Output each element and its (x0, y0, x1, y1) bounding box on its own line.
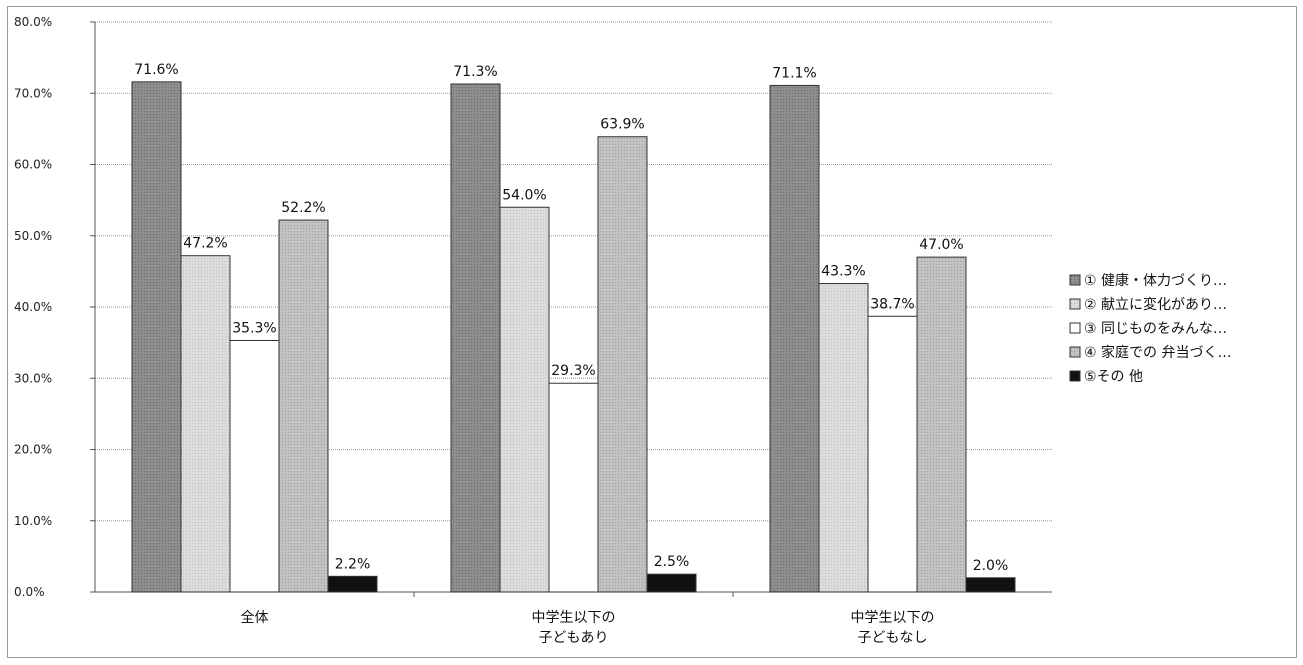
bar (548, 382, 599, 593)
data-label: 2.2% (335, 556, 371, 572)
category-label: 中学生以下の (532, 610, 616, 626)
legend-label: ① 健康・体力づくり… (1084, 272, 1227, 289)
legend-label: ⑤その 他 (1084, 369, 1143, 385)
legend-swatch (1069, 346, 1081, 358)
bar (965, 577, 1016, 593)
bar (229, 339, 280, 593)
data-label: 38.7% (870, 296, 914, 312)
y-tick-label: 20.0% (14, 443, 52, 457)
data-label: 71.1% (772, 65, 816, 81)
bar (769, 84, 820, 593)
data-label: 2.5% (654, 554, 690, 570)
y-tick-label: 30.0% (14, 371, 52, 385)
legend-swatch (1069, 274, 1081, 286)
data-label: 43.3% (821, 263, 865, 279)
data-label: 29.3% (551, 363, 595, 379)
axes: 0.0% 10.0% 20.0% 30.0% 40.0% 50.0% 60.0% 70.0% 8… (14, 15, 1052, 646)
legend-label: ④ 家庭での 弁当づく… (1084, 344, 1231, 361)
bar (597, 136, 648, 593)
y-tick-label: 80.0% (14, 15, 52, 29)
category-label: 子どもあり (539, 630, 609, 646)
bar (131, 81, 182, 593)
y-tick-label: 70.0% (14, 86, 52, 100)
bars (131, 81, 1016, 593)
bar (818, 282, 869, 593)
y-tick-label: 40.0% (14, 300, 52, 314)
data-label: 54.0% (502, 187, 546, 203)
data-label: 2.0% (973, 558, 1009, 574)
y-tick-label: 50.0% (14, 229, 52, 243)
data-label: 35.3% (232, 320, 276, 336)
data-label: 47.2% (183, 236, 227, 252)
data-labels: 71.6% 47.2% 35.3% 52.2% 2.2% 71.3% 54.0% 29.3% 6… (134, 62, 1008, 574)
legend-label: ③ 同じものをみんな… (1084, 321, 1227, 337)
bar (646, 573, 697, 593)
legend-swatch (1069, 322, 1081, 334)
data-label: 47.0% (919, 237, 963, 253)
data-label: 71.3% (453, 64, 497, 80)
category-label: 子どもなし (858, 630, 928, 646)
data-label: 52.2% (281, 200, 325, 216)
category-label: 全体 (241, 609, 269, 626)
bar (278, 219, 329, 593)
legend-swatch (1069, 370, 1081, 382)
legend-swatch (1069, 298, 1081, 310)
bar (327, 575, 378, 593)
bar (916, 256, 967, 593)
chart-frame (7, 6, 1297, 658)
y-tick-label: 60.0% (14, 158, 52, 172)
legend: ① 健康・体力づくり… ② 献立に変化があり… ③ 同じものをみんな… ④ 家庭での … (1069, 272, 1231, 385)
data-label: 71.6% (134, 62, 178, 78)
bar (180, 255, 231, 593)
bar (499, 206, 550, 593)
bar (867, 315, 918, 593)
data-label: 63.9% (600, 117, 644, 133)
legend-label: ② 献立に変化があり… (1084, 296, 1227, 313)
y-tick-label: 10.0% (14, 514, 52, 528)
category-label: 中学生以下の (851, 610, 935, 626)
bar (450, 83, 501, 593)
y-tick-label: 0.0% (14, 585, 45, 599)
